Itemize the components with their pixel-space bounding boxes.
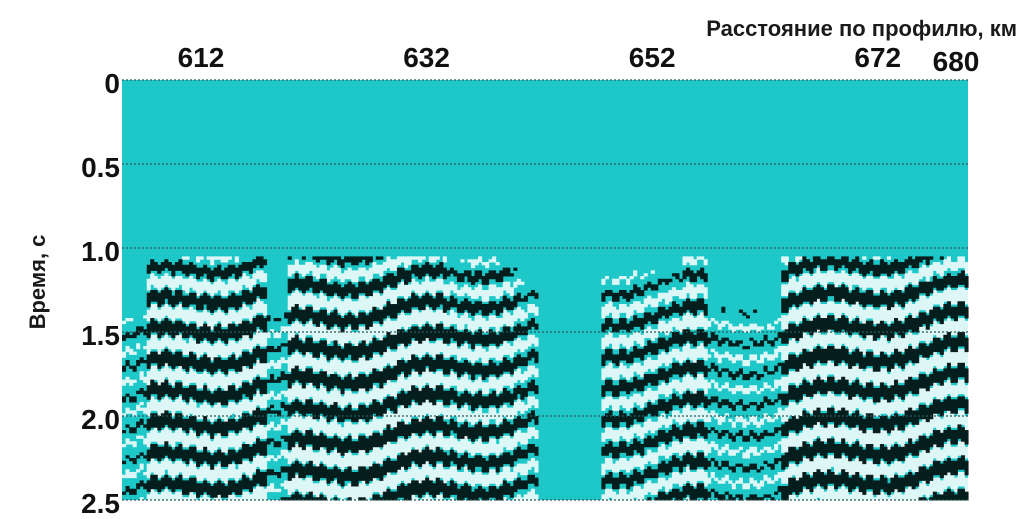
y-tick-label: 0.5 [81, 152, 120, 183]
x-axis-title: Расстояние по профилю, км [706, 16, 1017, 41]
x-tick-label: 680 [932, 46, 980, 77]
x-tick-label: 632 [403, 42, 450, 73]
x-tick-label: 612 [177, 42, 225, 73]
y-tick-label: 2.0 [81, 404, 120, 435]
wiggle-negative [122, 256, 969, 501]
y-axis-title: Время, с [25, 234, 50, 330]
y-tick-label: 1.0 [81, 236, 120, 267]
y-tick-label: 1.5 [81, 320, 120, 351]
x-tick-label: 652 [628, 42, 676, 73]
wiggle-negative-group [122, 256, 969, 501]
wiggle-positive [122, 256, 969, 501]
y-tick-label: 2.5 [81, 488, 120, 519]
wiggle-positive-group [122, 256, 969, 501]
x-tick-label: 672 [854, 42, 902, 73]
y-tick-label: 0 [104, 68, 120, 99]
